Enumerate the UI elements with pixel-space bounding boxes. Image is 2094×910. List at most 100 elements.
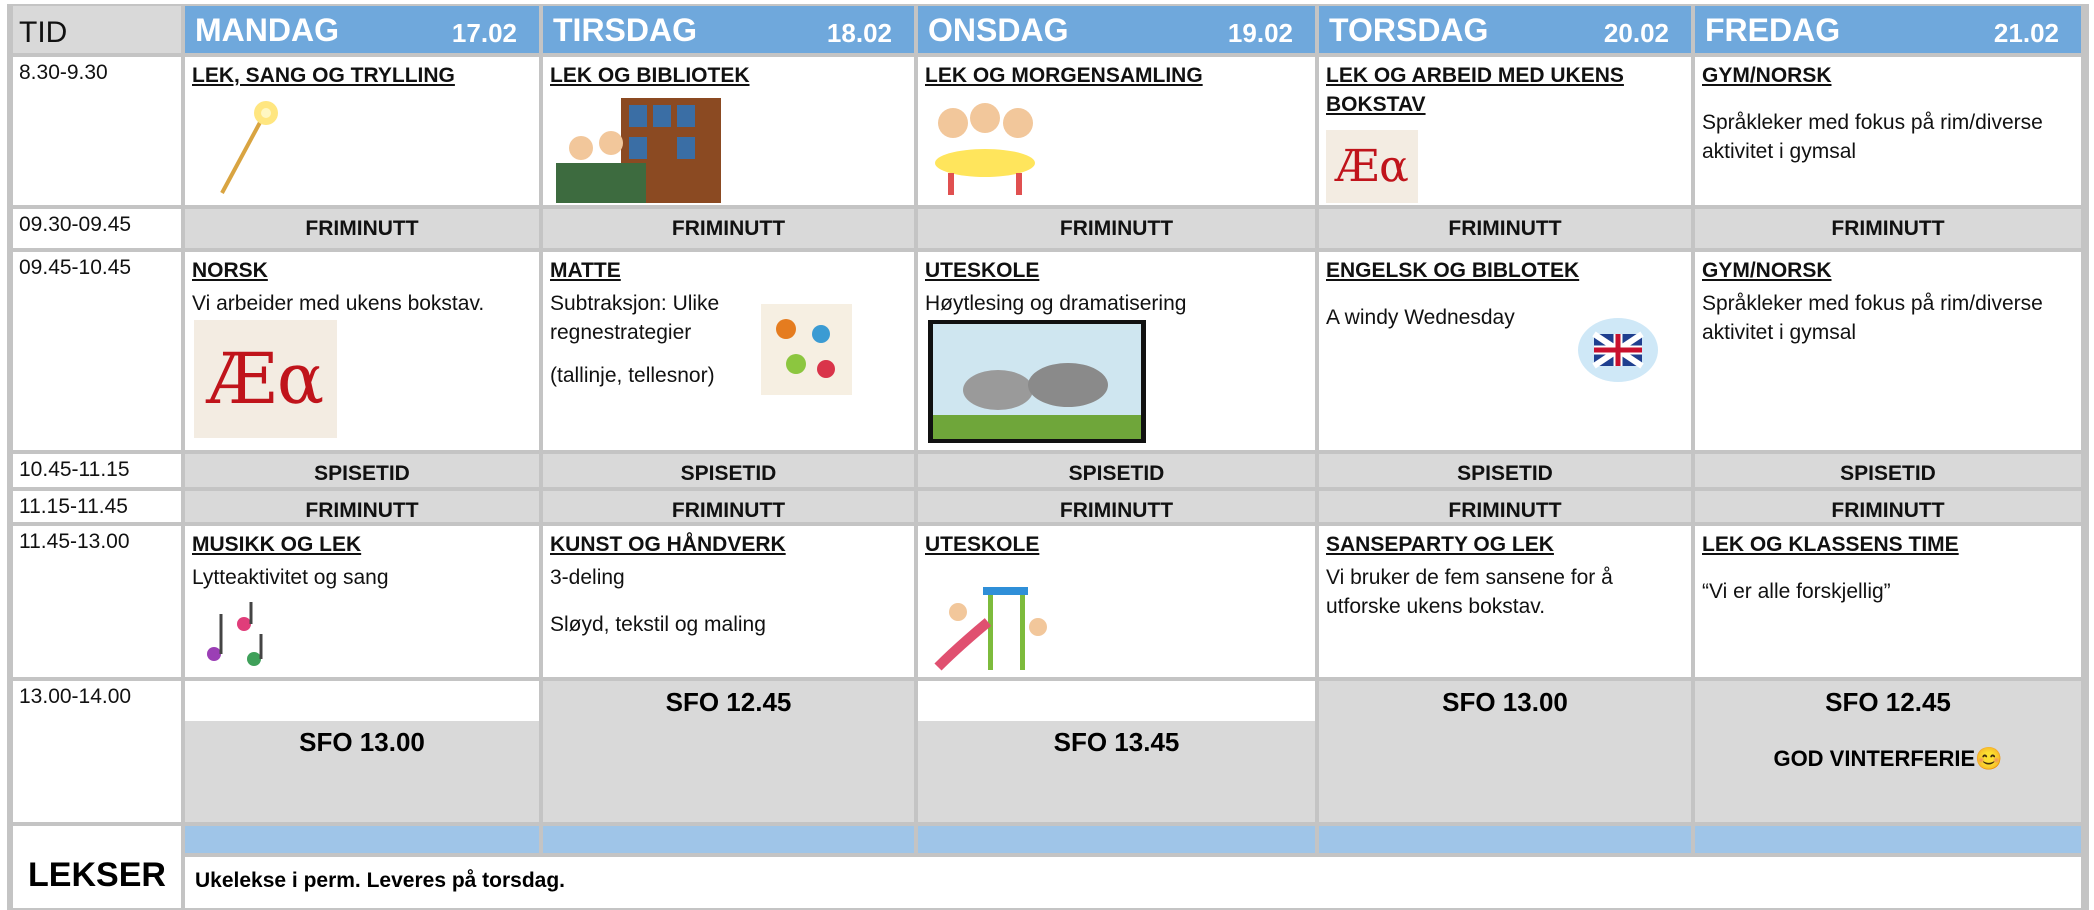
lesson-title: LEK OG ARBEID MED UKENS BOKSTAV <box>1326 64 1624 116</box>
day-date: 17.02 <box>451 18 517 48</box>
lesson-text: Lytteaktivitet og sang <box>192 566 389 589</box>
blue-strip <box>543 826 914 853</box>
lesson-cell: SANSEPARTY OG LEK Vi bruker de fem sansen… <box>1319 526 1691 677</box>
blue-strip <box>918 826 1315 853</box>
lesson-text: Språkleker med fokus på rim/diverse akti… <box>1702 111 2043 163</box>
lesson-title: NORSK <box>192 259 268 282</box>
sfo-note: GOD VINTERFERIE😊 <box>1773 746 2003 771</box>
day-header: FREDAG 21.02 <box>1695 6 2081 53</box>
time-cell: 11.45-13.00 <box>13 526 181 677</box>
day-name: ONSDAG <box>928 12 1069 48</box>
day-date: 19.02 <box>1227 18 1293 48</box>
lesson-title: SANSEPARTY OG LEK <box>1326 533 1554 556</box>
day-name: TIRSDAG <box>553 12 697 48</box>
wand-picture <box>220 101 278 194</box>
playground-picture <box>934 587 1047 671</box>
lesson-title: UTESKOLE <box>925 533 1040 556</box>
sfo-cell: SFO 13.00 <box>1319 681 1691 822</box>
lesson-text: A windy Wednesday <box>1326 306 1515 329</box>
break-cell: FRIMINUTT <box>918 209 1315 248</box>
break-cell: SPISETID <box>543 454 914 487</box>
break-cell: SPISETID <box>185 454 539 487</box>
numbers-picture <box>761 304 852 395</box>
break-cell: FRIMINUTT <box>918 491 1315 522</box>
lesson-cell: MATTE Subtraksjon: Ulike regnestrategier (… <box>543 252 914 450</box>
day-date: 21.02 <box>1993 18 2059 48</box>
break-cell: SPISETID <box>918 454 1315 487</box>
day-header: MANDAG 17.02 <box>185 6 539 53</box>
blue-strip <box>1319 826 1691 853</box>
lesson-title: ENGELSK OG BIBLOTEK <box>1326 259 1580 282</box>
day-name: MANDAG <box>195 12 339 48</box>
letter-picture: Æα <box>194 320 337 438</box>
break-cell: FRIMINUTT <box>1695 209 2081 248</box>
lesson-title: LEK OG BIBLIOTEK <box>550 64 750 87</box>
sfo-cell: SFO 13.45 <box>918 681 1315 822</box>
lesson-cell: LEK, SANG OG TRYLLING <box>185 57 539 205</box>
sfo-text: SFO 12.45 <box>1825 687 1951 717</box>
day-date: 20.02 <box>1603 18 1669 48</box>
lesson-title: LEK, SANG OG TRYLLING <box>192 64 455 87</box>
music-picture <box>207 602 263 666</box>
break-cell: FRIMINUTT <box>185 491 539 522</box>
letter-picture: Æα <box>1326 130 1418 203</box>
day-name: TORSDAG <box>1329 12 1489 48</box>
lesson-text: Språkleker med fokus på rim/diverse akti… <box>1702 292 2043 344</box>
goats-picture <box>928 320 1146 443</box>
sfo-text: SFO 13.00 <box>1442 687 1568 717</box>
break-cell: FRIMINUTT <box>543 491 914 522</box>
lesson-text: Vi bruker de fem sansene for å utforske … <box>1326 566 1613 618</box>
lesson-title: UTESKOLE <box>925 259 1040 282</box>
lesson-text: Høytlesing og dramatisering <box>925 292 1187 315</box>
break-cell: FRIMINUTT <box>1319 209 1691 248</box>
lesson-text: Vi arbeider med ukens bokstav. <box>192 292 485 315</box>
lesson-cell: UTESKOLE <box>918 526 1315 677</box>
kids-picture <box>935 103 1035 195</box>
lesson-text: 3-deling <box>550 566 625 589</box>
blue-strip <box>185 826 539 853</box>
break-cell: FRIMINUTT <box>185 209 539 248</box>
break-cell: FRIMINUTT <box>1695 491 2081 522</box>
day-header: TIRSDAG 18.02 <box>543 6 914 53</box>
homework-text: Ukelekse i perm. Leveres på torsdag. <box>185 857 2081 908</box>
lesson-text: “Vi er alle forskjellig” <box>1702 580 1891 603</box>
time-cell: 13.00-14.00 <box>13 681 181 822</box>
day-header: ONSDAG 19.02 <box>918 6 1315 53</box>
lesson-cell: KUNST OG HÅNDVERK 3-deling Sløyd, tekstil … <box>543 526 914 677</box>
lesson-text: (tallinje, tellesnor) <box>550 364 715 387</box>
lesson-cell: MUSIKK OG LEK Lytteaktivitet og sang <box>185 526 539 677</box>
break-cell: SPISETID <box>1695 454 2081 487</box>
time-cell: 09.30-09.45 <box>13 209 181 248</box>
day-name: FREDAG <box>1705 12 1841 48</box>
time-cell: 11.15-11.45 <box>13 491 181 522</box>
break-cell: FRIMINUTT <box>543 209 914 248</box>
lesson-title: KUNST OG HÅNDVERK <box>550 533 786 556</box>
break-cell: FRIMINUTT <box>1319 491 1691 522</box>
lesson-title: LEK OG MORGENSAMLING <box>925 64 1203 87</box>
time-cell: 10.45-11.15 <box>13 454 181 487</box>
lesson-text: Sløyd, tekstil og maling <box>550 613 766 636</box>
flag-picture <box>1578 318 1658 382</box>
sfo-text: SFO 12.45 <box>665 687 792 717</box>
break-cell: SPISETID <box>1319 454 1691 487</box>
lesson-title: MUSIKK OG LEK <box>192 533 362 556</box>
homework-label: LEKSER <box>13 826 181 908</box>
timetable: TID MANDAG 17.02 TIRSDAG 18.02 ONSDAG 19.02 TOR… <box>7 4 2089 910</box>
lesson-text: Subtraksjon: Ulike regnestrategier <box>550 292 720 344</box>
time-cell: 09.45-10.45 <box>13 252 181 450</box>
blue-strip <box>1695 826 2081 853</box>
lesson-title: MATTE <box>550 259 621 282</box>
time-cell: 8.30-9.30 <box>13 57 181 205</box>
day-header: TORSDAG 20.02 <box>1319 6 1691 53</box>
library-picture <box>556 98 721 203</box>
sfo-cell: SFO 13.00 <box>185 681 539 822</box>
lesson-title: LEK OG KLASSENS TIME <box>1702 533 1959 556</box>
sfo-text: SFO 13.00 <box>299 727 425 757</box>
lesson-cell: GYM/NORSK Språkleker med fokus på rim/div… <box>1695 252 2081 450</box>
day-date: 18.02 <box>826 18 892 48</box>
tid-header: TID <box>13 6 181 53</box>
lesson-cell: GYM/NORSK Språkleker med fokus på rim/div… <box>1695 57 2081 205</box>
sfo-text: SFO 13.45 <box>1053 727 1180 757</box>
sfo-cell: SFO 12.45 GOD VINTERFERIE😊 <box>1695 681 2081 822</box>
